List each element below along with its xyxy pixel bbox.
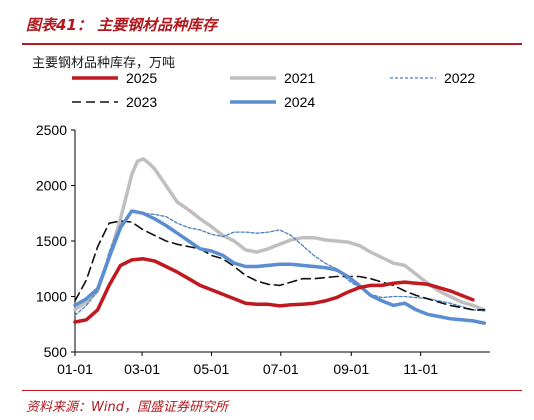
legend-label-2021: 2021 (284, 70, 315, 86)
unit-note: 主要钢材品种库存，万吨 (32, 56, 176, 71)
legend-label-2022: 2022 (444, 70, 475, 86)
x-tick-label: 07-01 (263, 361, 299, 377)
legend-label-2025: 2025 (126, 70, 157, 86)
figure-header: 图表41： 主要钢材品种库存 (0, 0, 534, 46)
legend-label-2023: 2023 (126, 94, 157, 110)
series-lines (73, 157, 487, 325)
series-line-2023 (74, 220, 486, 311)
y-tick-label: 2500 (36, 122, 67, 138)
x-tick-label: 05-01 (194, 361, 230, 377)
x-tick-label: 11-01 (403, 361, 438, 377)
x-tick-label: 09-01 (333, 361, 369, 377)
y-tick-label: 1000 (36, 289, 67, 305)
source-rule (22, 390, 522, 391)
series-line-2021 (73, 157, 487, 312)
x-tick-label: 01-01 (57, 361, 93, 377)
x-tick-label: 03-01 (124, 361, 160, 377)
source-note: 资料来源：Wind，国盛证券研究所 (26, 400, 228, 415)
legend-label-2024: 2024 (284, 94, 315, 110)
axes: 500 1000 1500 2000 2500 01-01 03-01 05-01 07-01 0… (36, 122, 490, 377)
figure-title: 图表41： 主要钢材品种库存 (26, 16, 218, 34)
series-line-2025 (73, 257, 475, 324)
title-rule (22, 43, 522, 45)
series-line-2024 (73, 209, 487, 325)
y-tick-label: 500 (44, 344, 68, 360)
y-tick-label: 1500 (36, 233, 67, 249)
legend: 2025 2021 2022 2023 2024 (72, 70, 475, 110)
y-tick-label: 2000 (36, 178, 67, 194)
